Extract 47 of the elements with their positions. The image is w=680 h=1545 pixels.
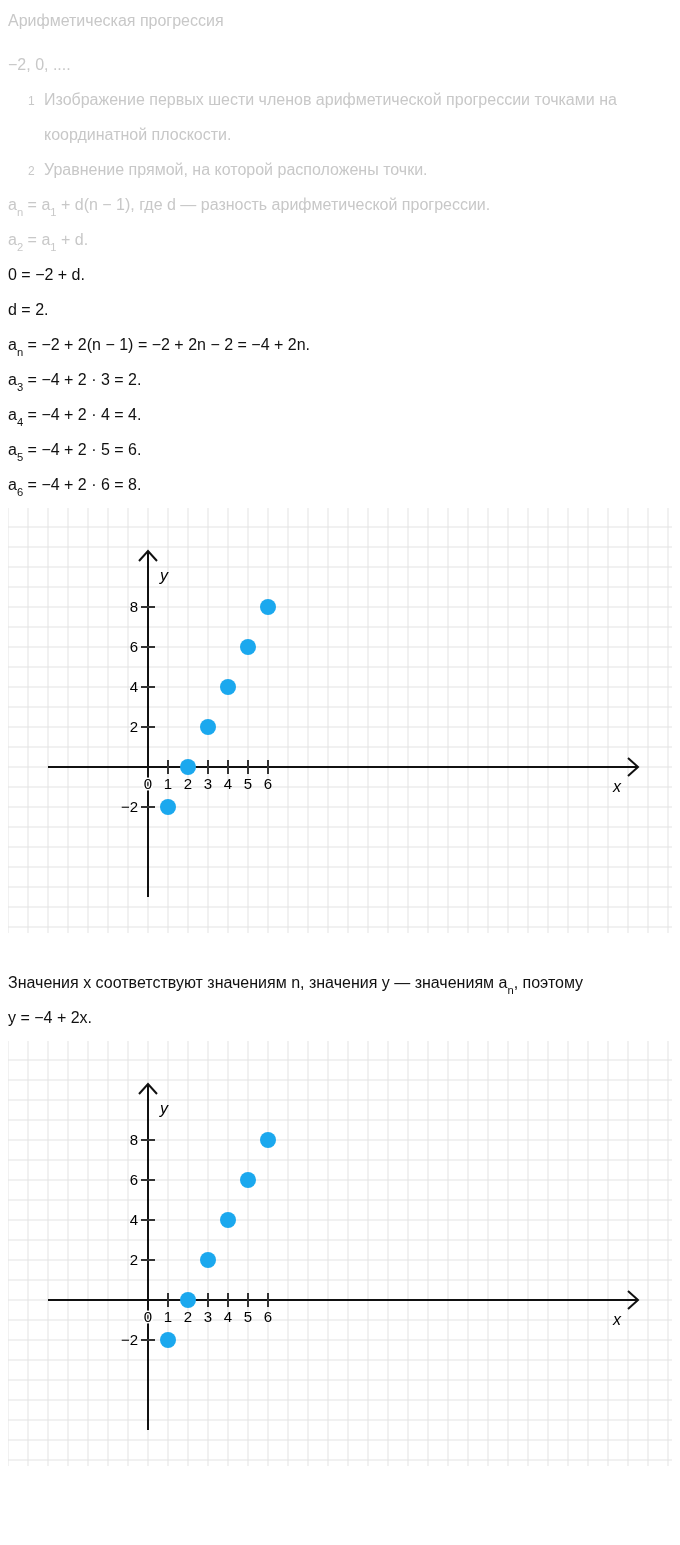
y-tick-label: −2	[120, 798, 138, 815]
x-tick-label: 3	[203, 1308, 213, 1325]
x-tick-label: 3	[203, 775, 213, 792]
x-tick-label: 4	[223, 1308, 233, 1325]
x-tick-label: 2	[183, 1308, 193, 1325]
point	[240, 1172, 256, 1188]
text: a$_{4}$ = −4 + 2 · 4 = 4.	[8, 406, 142, 428]
point	[260, 1132, 276, 1148]
y-tick-label: −2	[120, 1331, 138, 1348]
point	[180, 1292, 196, 1308]
text: d = 2.	[8, 301, 49, 318]
text: Значения x соответствуют значениям n, значения y — значениям a$_{n}$, поэтому	[8, 974, 584, 996]
text: a$_{n}$ = −2 + 2(n − 1) = −2 + 2n − 2 = −4 + 2n.	[8, 336, 311, 358]
y-tick-label: 8	[129, 598, 138, 615]
point	[240, 639, 256, 655]
y-tick-label: 6	[129, 638, 138, 655]
point	[220, 1212, 236, 1228]
x-tick-label: 4	[223, 775, 233, 792]
text: y = −4 + 2x.	[8, 1009, 93, 1026]
y-tick-label: 6	[129, 1171, 138, 1188]
y-tick-label: 8	[129, 1131, 138, 1148]
x-axis-title: x	[612, 1311, 622, 1328]
text: a$_{6}$ = −4 + 2 · 6 = 8.	[8, 476, 142, 498]
x-tick-label: 5	[243, 775, 253, 792]
y-tick-label: 2	[129, 718, 138, 735]
x-tick-label: 6	[263, 775, 273, 792]
y-axis-title: y	[159, 1100, 169, 1117]
x-tick-label: 5	[243, 1308, 253, 1325]
y-tick-label: 4	[129, 678, 138, 695]
point	[160, 1332, 176, 1348]
text: a$_{5}$ = −4 + 2 · 5 = 6.	[8, 441, 142, 463]
text: 0 = −2 + d.	[8, 266, 85, 283]
x-tick-label: 6	[263, 1308, 273, 1325]
point	[220, 679, 236, 695]
point	[200, 719, 216, 735]
point	[180, 759, 196, 775]
y-tick-label: 2	[129, 1251, 138, 1268]
x-tick-label: 1	[163, 1308, 173, 1325]
point	[260, 599, 276, 615]
y-axis-title: y	[159, 567, 169, 584]
x-axis-title: x	[612, 778, 622, 795]
x-tick-label: 2	[183, 775, 193, 792]
x-tick-label: 1	[163, 775, 173, 792]
point	[200, 1252, 216, 1268]
point	[160, 799, 176, 815]
y-tick-label: 4	[129, 1211, 138, 1228]
text: a$_{3}$ = −4 + 2 · 3 = 2.	[8, 371, 142, 393]
